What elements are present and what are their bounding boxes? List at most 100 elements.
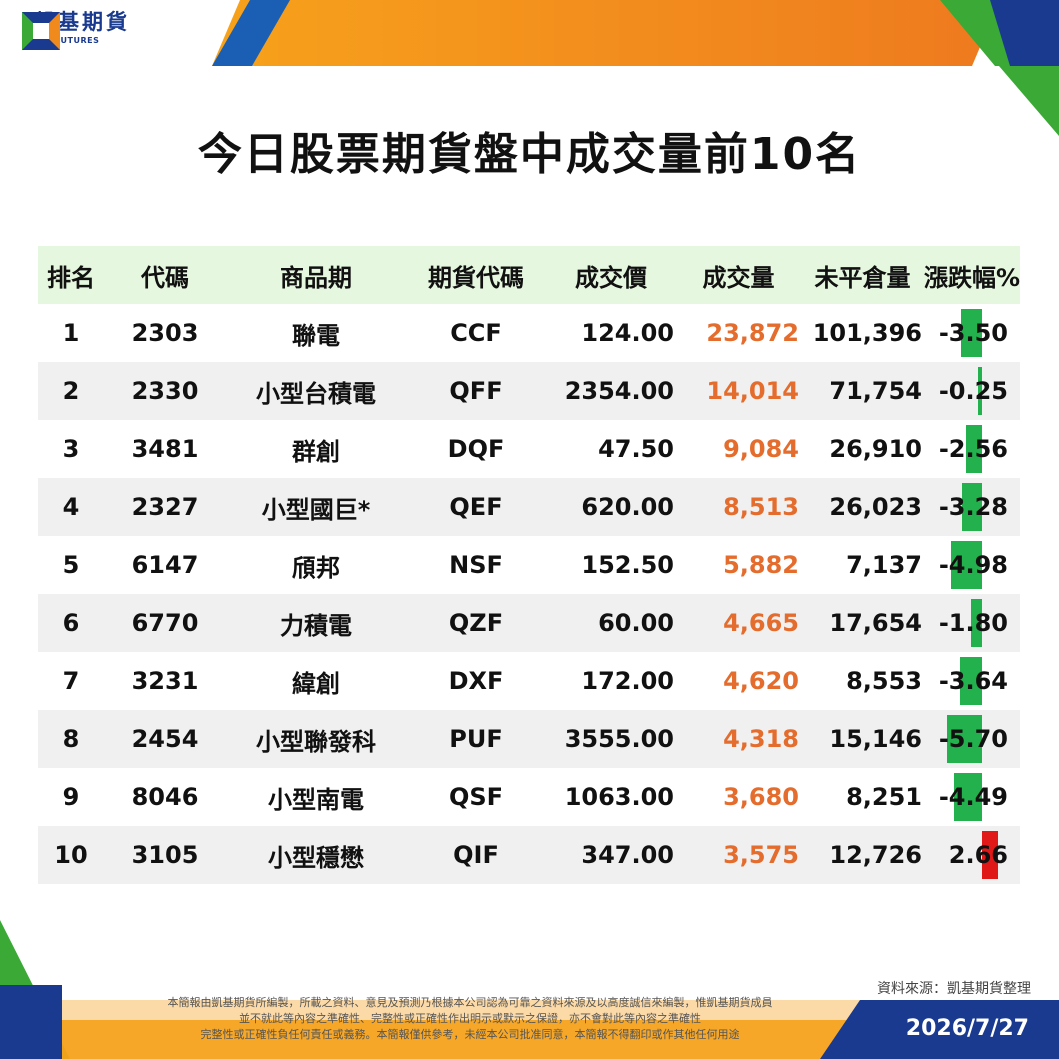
- code-cell: 2303: [131, 319, 199, 347]
- price-cell: 620.00: [581, 493, 674, 521]
- futures-code-cell: QFF: [449, 377, 503, 405]
- header-decoration: [0, 0, 1059, 66]
- price-cell: 347.00: [581, 841, 674, 869]
- product-cell: 聯電: [292, 321, 340, 350]
- open-interest-cell: 7,137: [846, 551, 922, 579]
- volume-cell: 3,680: [723, 783, 799, 811]
- change-cell: 2.66: [924, 826, 1020, 884]
- rank-cell: 1: [62, 319, 80, 347]
- disclaimer: 本簡報由凱基期貨所編製，所載之資料、意見及預測乃根據本公司認為可靠之資料來源及以…: [70, 995, 870, 1043]
- kgi-logo-icon: [22, 12, 60, 50]
- brand-logo: 凱基期貨 KGI FUTURES: [22, 12, 130, 50]
- table-row: 1 2303 聯電 CCF 124.00 23,872 101,396 -3.50: [38, 304, 1020, 362]
- rank-cell: 8: [62, 725, 80, 753]
- header-price: 成交價: [575, 263, 647, 292]
- open-interest-cell: 15,146: [829, 725, 922, 753]
- header-change-pct: 漲跌幅%: [923, 263, 1021, 292]
- code-cell: 2327: [131, 493, 199, 521]
- price-cell: 2354.00: [564, 377, 674, 405]
- data-source-note: 資料來源：凱基期貨整理: [877, 981, 1031, 997]
- footer-banner: [0, 900, 1059, 1059]
- product-cell: 緯創: [292, 669, 340, 698]
- disclaimer-line: 完整性或正確性負任何責任或義務。本簡報僅供參考，未經本公司批准同意，本簡報不得翻…: [200, 1028, 740, 1041]
- code-cell: 3231: [131, 667, 199, 695]
- code-cell: 2330: [131, 377, 199, 405]
- negative-change-bar: [947, 715, 982, 763]
- open-interest-cell: 26,910: [829, 435, 922, 463]
- change-value: -3.28: [938, 493, 1008, 521]
- header-volume: 成交量: [702, 263, 775, 292]
- code-cell: 8046: [131, 783, 199, 811]
- futures-code-cell: QEF: [449, 493, 503, 521]
- negative-change-bar: [978, 367, 982, 415]
- open-interest-cell: 8,553: [846, 667, 922, 695]
- disclaimer-line: 本簡報由凱基期貨所編製，所載之資料、意見及預測乃根據本公司認為可靠之資料來源及以…: [167, 996, 773, 1009]
- table-row: 10 3105 小型穩懋 QIF 347.00 3,575 12,726 2.66: [38, 826, 1020, 884]
- header-banner: 凱基期貨 KGI FUTURES: [0, 0, 1059, 66]
- header-open-interest: 未平倉量: [814, 263, 911, 292]
- change-cell: -3.64: [924, 652, 1020, 710]
- code-cell: 6147: [131, 551, 199, 579]
- price-cell: 152.50: [581, 551, 674, 579]
- change-cell: -3.28: [924, 478, 1020, 536]
- change-value: -1.80: [938, 609, 1008, 637]
- code-cell: 3105: [131, 841, 199, 869]
- table-header-row: 排名 代碼 商品期 期貨代碼 成交價 成交量 未平倉量 漲跌幅%: [38, 246, 1020, 304]
- negative-change-bar: [962, 483, 982, 531]
- volume-cell: 23,872: [706, 319, 799, 347]
- rank-cell: 4: [62, 493, 80, 521]
- rank-cell: 7: [62, 667, 80, 695]
- table-row: 5 6147 頎邦 NSF 152.50 5,882 7,137 -4.98: [38, 536, 1020, 594]
- futures-code-cell: QIF: [453, 841, 499, 869]
- footer-decoration: [0, 920, 1059, 1059]
- change-value: -3.64: [938, 667, 1008, 695]
- change-value: -2.56: [938, 435, 1008, 463]
- volume-cell: 4,318: [723, 725, 799, 753]
- open-interest-cell: 8,251: [846, 783, 922, 811]
- futures-code-cell: NSF: [449, 551, 503, 579]
- disclaimer-line: 並不就此等內容之準確性、完整性或正確性作出明示或默示之保證，亦不會對此等內容之準…: [239, 1012, 701, 1025]
- table-row: 9 8046 小型南電 QSF 1063.00 3,680 8,251 -4.49: [38, 768, 1020, 826]
- table-row: 7 3231 緯創 DXF 172.00 4,620 8,553 -3.64: [38, 652, 1020, 710]
- product-cell: 小型穩懋: [268, 843, 364, 872]
- open-interest-cell: 12,726: [829, 841, 922, 869]
- table-row: 6 6770 力積電 QZF 60.00 4,665 17,654 -1.80: [38, 594, 1020, 652]
- volume-cell: 14,014: [706, 377, 799, 405]
- price-cell: 172.00: [581, 667, 674, 695]
- volume-cell: 4,620: [723, 667, 799, 695]
- negative-change-bar: [961, 309, 982, 357]
- table-row: 3 3481 群創 DQF 47.50 9,084 26,910 -2.56: [38, 420, 1020, 478]
- product-cell: 力積電: [280, 611, 352, 640]
- change-value: -3.50: [938, 319, 1008, 347]
- price-cell: 124.00: [581, 319, 674, 347]
- table-row: 4 2327 小型國巨* QEF 620.00 8,513 26,023 -3.28: [38, 478, 1020, 536]
- header-futures-code: 期貨代碼: [428, 263, 524, 292]
- change-cell: -4.98: [924, 536, 1020, 594]
- code-cell: 6770: [131, 609, 199, 637]
- volume-cell: 4,665: [723, 609, 799, 637]
- rank-cell: 6: [62, 609, 80, 637]
- rank-cell: 3: [62, 435, 80, 463]
- product-cell: 小型南電: [268, 785, 364, 814]
- price-cell: 3555.00: [564, 725, 674, 753]
- rank-cell: 10: [54, 841, 88, 869]
- price-cell: 60.00: [598, 609, 674, 637]
- product-cell: 小型台積電: [256, 379, 376, 408]
- negative-change-bar: [951, 541, 982, 589]
- header-code: 代碼: [141, 263, 189, 292]
- table-body: 1 2303 聯電 CCF 124.00 23,872 101,396 -3.50 2 2330 小…: [38, 304, 1020, 884]
- negative-change-bar: [960, 657, 982, 705]
- code-cell: 3481: [131, 435, 199, 463]
- header-rank: 排名: [47, 263, 95, 292]
- negative-change-bar: [966, 425, 982, 473]
- volume-cell: 8,513: [723, 493, 799, 521]
- change-value: -5.70: [938, 725, 1008, 753]
- change-cell: -4.49: [924, 768, 1020, 826]
- change-cell: -0.25: [924, 362, 1020, 420]
- table-row: 8 2454 小型聯發科 PUF 3555.00 4,318 15,146 -5.70: [38, 710, 1020, 768]
- rank-cell: 5: [62, 551, 80, 579]
- volume-cell: 9,084: [723, 435, 799, 463]
- futures-code-cell: PUF: [449, 725, 503, 753]
- product-cell: 小型國巨*: [261, 495, 371, 524]
- change-value: -0.25: [938, 377, 1008, 405]
